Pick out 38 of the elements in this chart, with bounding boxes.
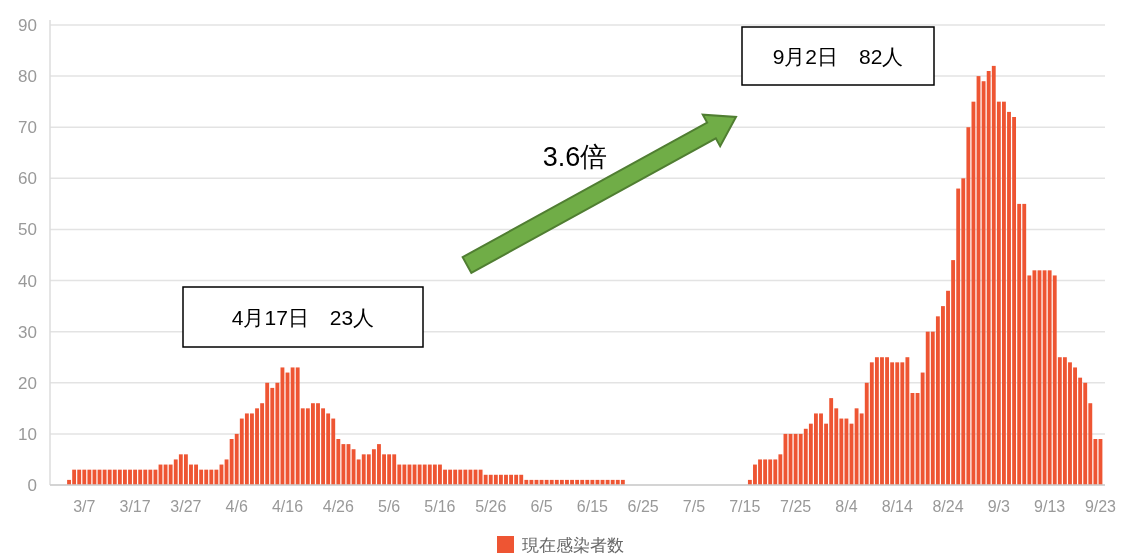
x-tick-label: 6/25 (627, 498, 659, 515)
x-tick-label: 9/23 (1084, 498, 1117, 515)
x-tick-label: 9/3 (987, 498, 1011, 515)
x-tick-label: 3/7 (73, 498, 96, 515)
x-tick-label: 4/26 (322, 498, 354, 515)
x-tick-label: 7/5 (682, 498, 706, 515)
x-tick-label: 7/15 (729, 498, 761, 515)
x-tick-label: 5/26 (475, 498, 507, 515)
x-tick-label: 8/14 (881, 498, 913, 515)
y-tick-label: 50 (18, 220, 37, 240)
y-tick-label: 90 (18, 16, 37, 35)
y-tick-label: 20 (18, 373, 37, 393)
annotation: 9月2日 82人 (741, 26, 935, 86)
x-tick-label: 4/6 (225, 498, 248, 515)
y-tick-label: 0 (27, 476, 37, 495)
annotation: 3.6倍 (542, 141, 608, 172)
x-tick-label: 8/24 (932, 498, 964, 515)
x-tick-label: 6/15 (576, 498, 609, 515)
y-tick-label: 60 (18, 169, 37, 189)
x-tick-label: 7/25 (780, 498, 812, 515)
x-tick-label: 9/13 (1034, 498, 1066, 515)
y-tick-label: 10 (18, 424, 37, 444)
x-tick-label: 8/4 (835, 498, 858, 515)
y-tick-label: 30 (18, 322, 37, 342)
y-tick-label: 70 (18, 118, 37, 138)
annotation: 4月17日 23人 (182, 286, 424, 348)
x-tick-label: 4/16 (271, 498, 304, 515)
x-tick-label: 3/17 (119, 498, 151, 515)
annotation: 9月2日 82人 (772, 45, 904, 68)
x-tick-label: 5/6 (378, 498, 401, 515)
x-tick-label: 6/5 (530, 498, 553, 515)
x-tick-label: 3/27 (170, 498, 202, 515)
annotation: 4月17日 23人 (231, 306, 375, 329)
y-tick-label: 40 (18, 271, 37, 291)
legend-label: 現在感染者数 (522, 536, 624, 554)
y-tick-label: 80 (18, 67, 37, 87)
x-tick-label: 5/16 (424, 498, 456, 515)
legend: 現在感染者数 (497, 536, 624, 554)
